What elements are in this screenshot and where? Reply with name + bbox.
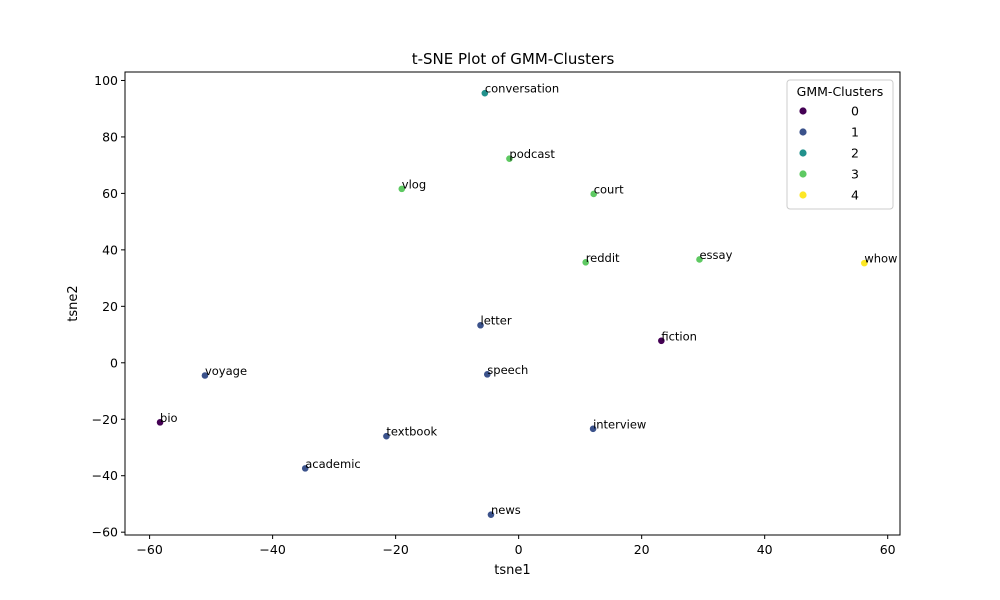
y-tick-label: −20 [92, 412, 118, 427]
point-label-interview: interview [593, 417, 646, 431]
point-label-academic: academic [305, 457, 361, 471]
legend-entry-label: 4 [851, 188, 859, 203]
plot-frame [124, 71, 901, 536]
legend-marker-1 [799, 128, 807, 136]
legend-box [786, 79, 894, 210]
point-label-news: news [491, 503, 521, 517]
point-label-vlog: vlog [402, 177, 426, 191]
point-label-court: court [594, 182, 624, 196]
point-label-whow: whow [864, 252, 897, 266]
x-tick-label: 20 [634, 542, 650, 557]
data-point-vlog [397, 184, 406, 193]
legend-marker-4 [799, 191, 807, 199]
point-label-podcast: podcast [509, 147, 555, 161]
data-point-fiction [657, 336, 666, 345]
x-axis: −60 −40 −20 0 20 40 60 [136, 535, 896, 557]
legend-title: GMM-Clusters [797, 84, 884, 99]
point-label-conversation: conversation [485, 82, 559, 96]
y-tick-label: 0 [110, 355, 118, 370]
data-point-whow [860, 259, 869, 268]
data-point-academic [301, 464, 310, 473]
legend-marker-2 [799, 149, 807, 157]
point-label-voyage: voyage [205, 364, 247, 378]
chart-title: t-SNE Plot of GMM-Clusters [412, 50, 615, 68]
x-tick-label: −40 [259, 542, 285, 557]
y-tick-label: 100 [94, 73, 118, 88]
point-label-speech: speech [487, 363, 528, 377]
x-tick-label: −60 [136, 542, 162, 557]
data-point-textbook [382, 432, 391, 441]
scatter-points: conversation podcast vlog court reddit essay w… [156, 82, 897, 519]
x-axis-label: tsne1 [494, 563, 530, 578]
data-point-letter [476, 321, 485, 330]
y-axis: −60 −40 −20 0 20 40 60 80 100 [92, 73, 125, 540]
point-label-textbook: textbook [386, 425, 437, 439]
point-label-letter: letter [481, 314, 512, 328]
y-tick-label: −40 [92, 468, 118, 483]
legend-entry-label: 2 [851, 146, 859, 161]
point-label-fiction: fiction [661, 329, 697, 343]
y-tick-label: 20 [102, 299, 118, 314]
legend-entry-label: 0 [851, 104, 859, 119]
y-axis-label: tsne2 [66, 285, 81, 321]
data-point-speech [483, 370, 492, 379]
data-point-reddit [581, 258, 590, 267]
legend-entry-label: 1 [851, 125, 859, 140]
y-tick-label: 80 [102, 129, 118, 144]
legend: GMM-Clusters 0 1 2 3 4 [786, 79, 894, 210]
x-tick-label: 40 [757, 542, 773, 557]
y-tick-label: 40 [102, 242, 118, 257]
legend-marker-3 [799, 170, 807, 178]
y-tick-label: −60 [92, 525, 118, 540]
y-tick-label: 60 [102, 186, 118, 201]
point-label-essay: essay [699, 248, 732, 262]
x-tick-label: 0 [515, 542, 523, 557]
data-point-bio [156, 418, 164, 427]
data-point-news [487, 510, 495, 519]
data-point-court [589, 190, 598, 198]
data-point-essay [695, 255, 704, 264]
point-label-reddit: reddit [586, 251, 620, 265]
point-label-bio: bio [160, 411, 178, 425]
data-point-voyage [201, 371, 209, 380]
x-tick-label: −20 [382, 542, 408, 557]
legend-entry-label: 3 [851, 167, 859, 182]
x-tick-label: 60 [880, 542, 896, 557]
legend-marker-0 [799, 107, 807, 115]
data-point-conversation [480, 89, 489, 98]
data-point-interview [589, 424, 597, 433]
data-point-podcast [505, 154, 514, 163]
